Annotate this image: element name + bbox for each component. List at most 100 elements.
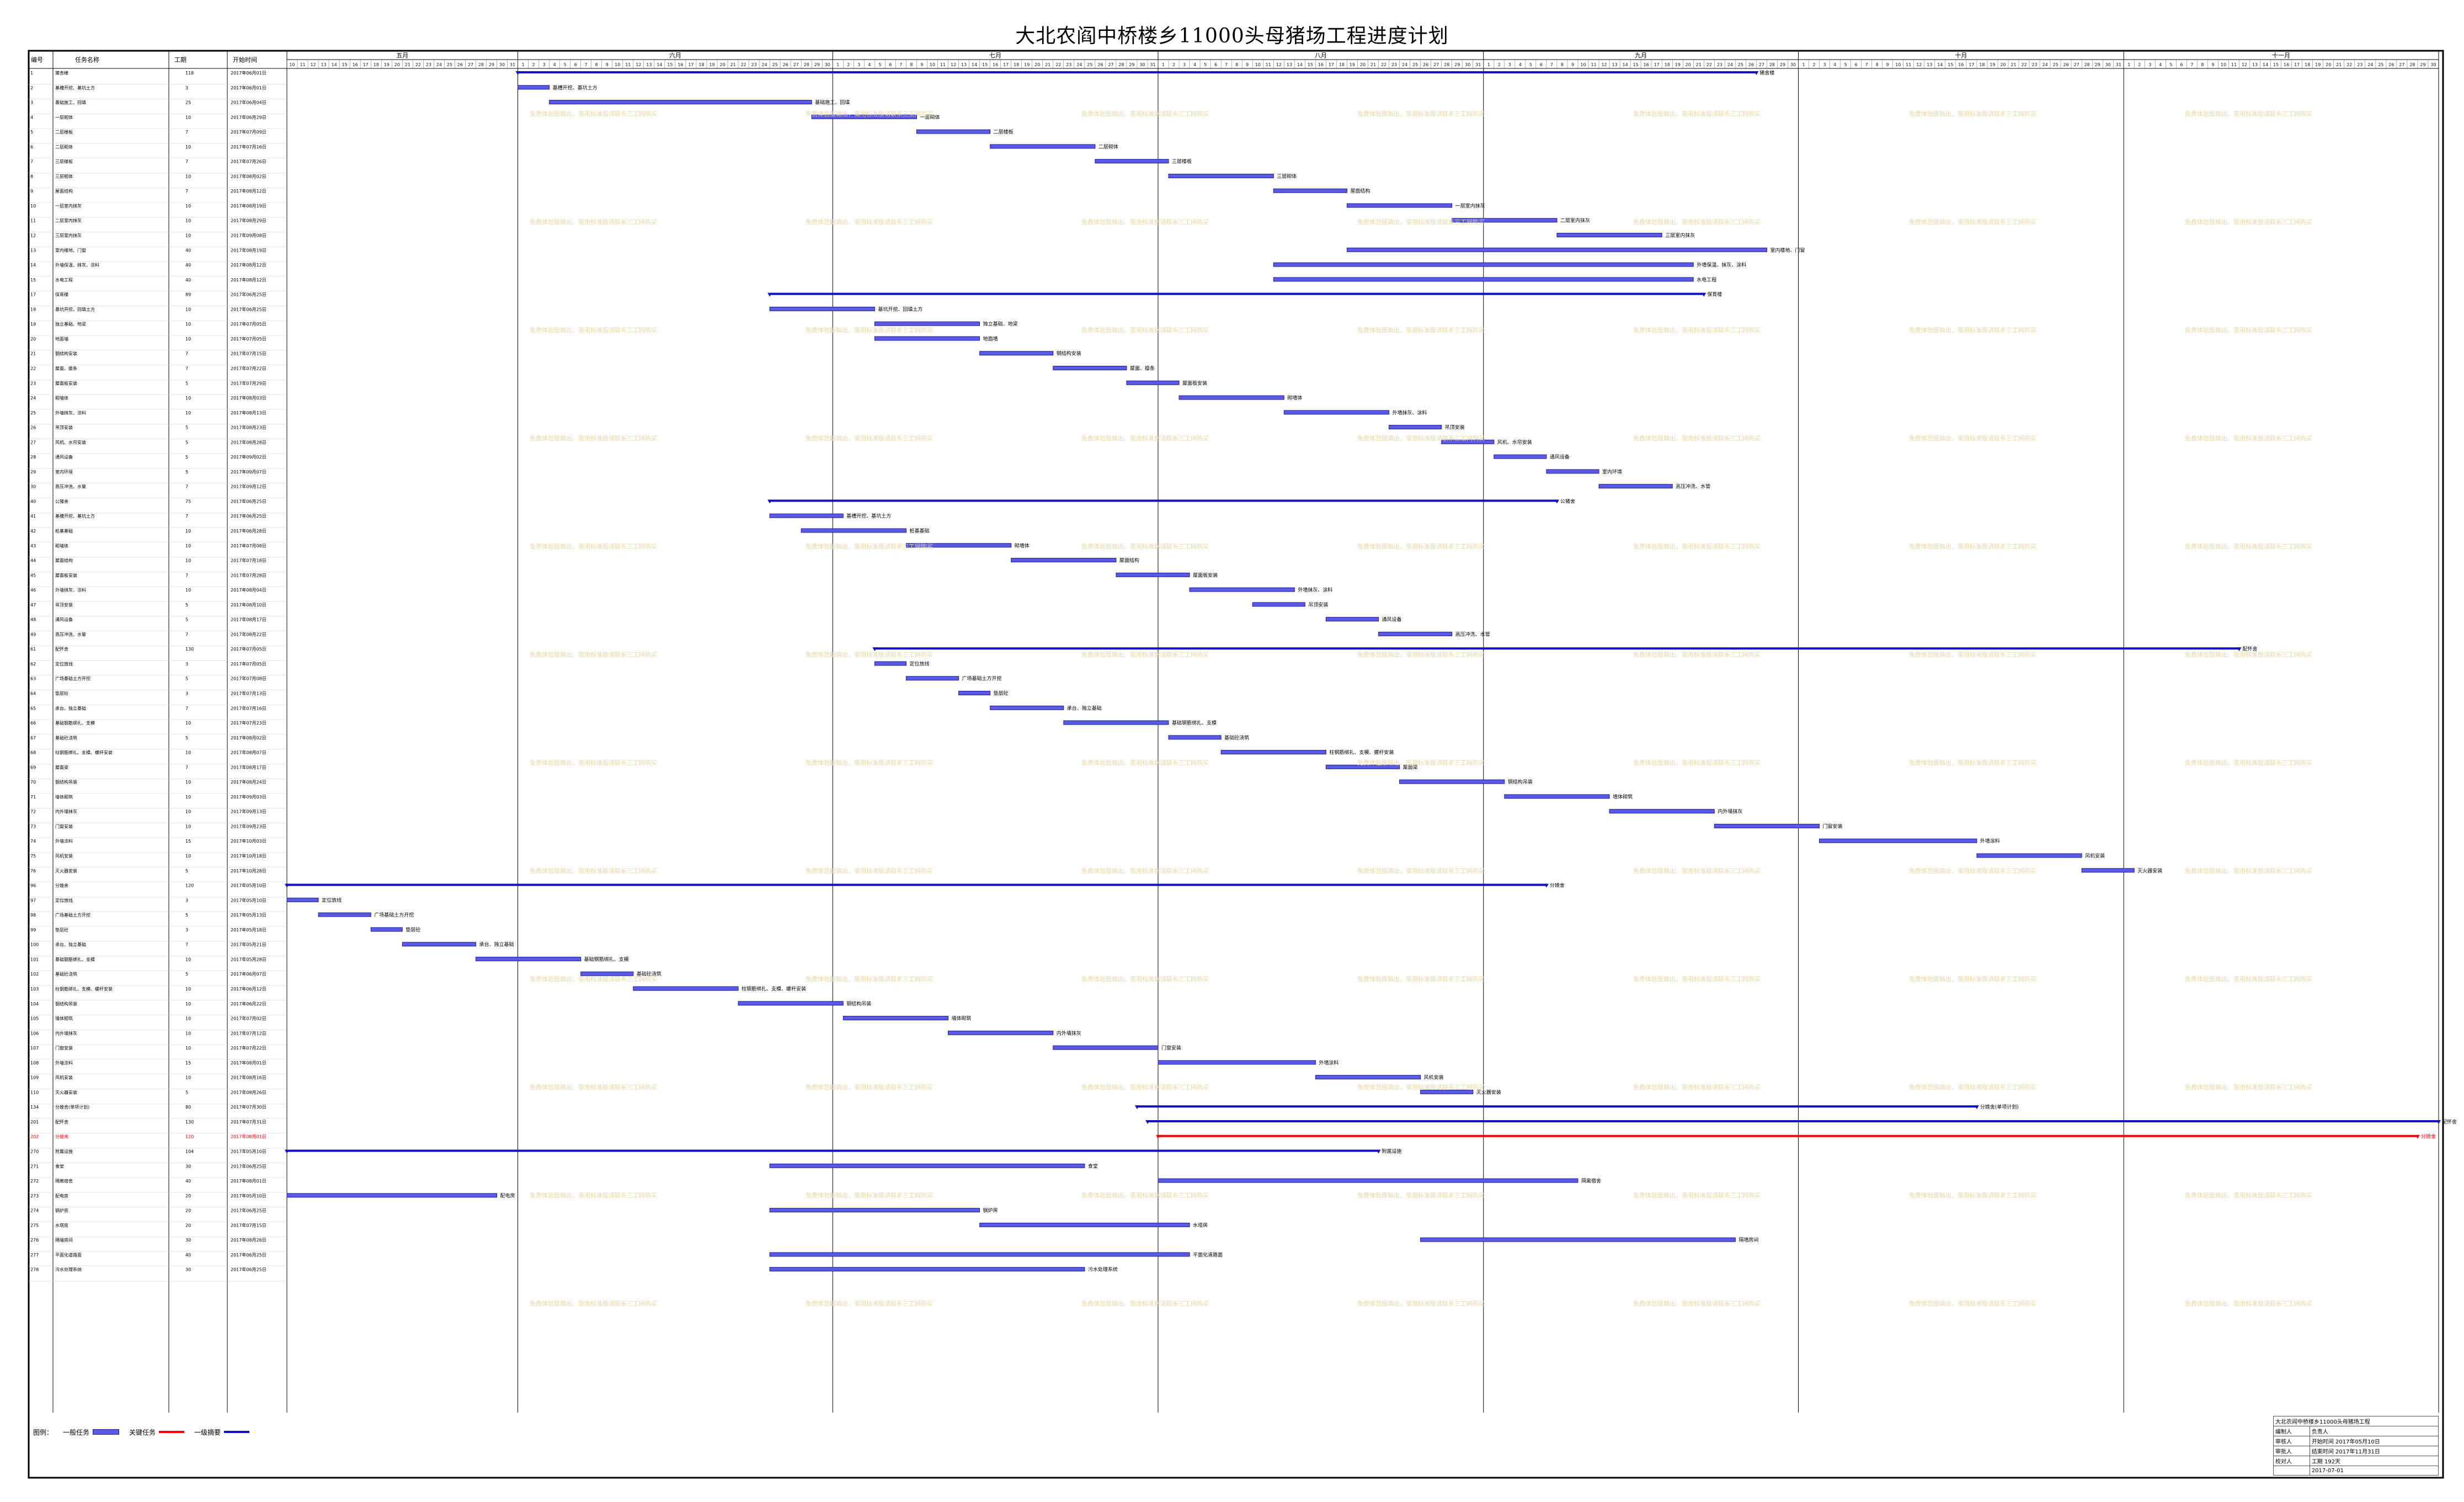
row-start: 2017年06月22日 [231, 1001, 266, 1006]
row-duration: 30 [185, 1267, 191, 1272]
row-id: 68 [30, 750, 36, 755]
day-label: 14 [1937, 62, 1943, 67]
row-id: 109 [30, 1075, 39, 1080]
day-label: 25 [1412, 62, 1418, 67]
watermark: 免费体验版输出，需用标准版请联系三工网购买 [806, 1191, 933, 1199]
day-label: 13 [2252, 62, 2258, 67]
row-start: 2017年08月29日 [231, 218, 266, 223]
bar-label: 外墙抹灰、涂料 [1393, 409, 1427, 416]
row-id: 45 [30, 573, 36, 578]
row-start: 2017年08月13日 [231, 410, 266, 416]
day-label: 9 [1571, 62, 1574, 67]
watermark: 免费体验版输出，需用标准版请联系三工网购买 [530, 542, 657, 550]
row-name: 公猪舍 [55, 498, 68, 504]
bar-label: 柱钢筋绑扎、支模、螺杆安装 [1329, 749, 1394, 756]
day-label: 25 [447, 62, 452, 67]
task-bar [1325, 764, 1400, 769]
row-duration: 5 [185, 736, 188, 741]
day-label: 10 [615, 62, 620, 67]
bar-label: 配怀舍 [2243, 646, 2258, 652]
row-name: 钢结构吊装 [55, 779, 77, 785]
summary-cap [1134, 1105, 1139, 1110]
row-name: 隔离宿舍 [55, 1178, 73, 1184]
day-label: 27 [468, 62, 473, 67]
day-label: 20 [1686, 62, 1691, 67]
day-label: 24 [2367, 62, 2373, 67]
bar-label: 门窗安装 [1161, 1045, 1181, 1051]
day-label: 27 [1108, 62, 1113, 67]
watermark: 免费体验版输出，需用标准版请联系三工网购买 [1633, 1083, 1761, 1091]
summary-task-swatch [224, 1431, 250, 1433]
watermark: 免费体验版输出，需用标准版请联系三工网购买 [530, 110, 657, 118]
row-duration: 10 [185, 824, 191, 829]
day-label: 8 [1561, 62, 1564, 67]
row-duration: 20 [185, 1223, 191, 1228]
watermark: 免费体验版输出，需用标准版请联系三工网购买 [530, 1083, 657, 1091]
day-label: 2 [1498, 62, 1501, 67]
row-name: 吊顶安装 [55, 425, 73, 430]
row-duration: 130 [185, 647, 194, 652]
row-name: 屋面结构 [55, 558, 73, 563]
row-id: 72 [30, 809, 36, 814]
watermark: 免费体验版输出，需用标准版请联系三工网购买 [2185, 218, 2312, 226]
day-label: 11 [1266, 62, 1271, 67]
bar-label: 独立基础、地梁 [983, 321, 1018, 327]
row-start: 2017年08月22日 [231, 631, 266, 637]
row-start: 2017年08月02日 [231, 173, 266, 179]
row-name: 承台、独立基础 [55, 705, 86, 711]
row-start: 2017年10月28日 [231, 868, 266, 873]
row-start: 2017年06月25日 [231, 1208, 266, 1213]
row-name: 广场基础土方开挖 [55, 676, 90, 681]
row-start: 2017年05月10日 [231, 1193, 266, 1199]
row-start: 2017年07月22日 [231, 365, 266, 371]
day-label: 22 [1055, 62, 1061, 67]
row-duration: 10 [185, 529, 191, 534]
task-bar [738, 1001, 844, 1006]
day-label: 17 [1969, 62, 1974, 67]
column-header: 编号 [31, 56, 43, 63]
task-bar [1273, 262, 1694, 267]
row-name: 平面化道路面 [55, 1252, 82, 1258]
row-start: 2017年06月29日 [231, 114, 266, 120]
day-label: 16 [2284, 62, 2289, 67]
watermark: 免费体验版输出，需用标准版请联系三工网购买 [2185, 975, 2312, 983]
row-id: 22 [30, 366, 36, 371]
watermark: 免费体验版输出，需用标准版请联系三工网购买 [1909, 110, 2036, 118]
task-bar [318, 912, 371, 917]
row-id: 277 [30, 1253, 39, 1258]
task-bar [1168, 173, 1274, 178]
day-label: 18 [1665, 62, 1670, 67]
row-start: 2017年09月08日 [231, 233, 266, 238]
task-bar [1714, 823, 1820, 828]
row-duration: 7 [185, 632, 188, 637]
bar-label: 分娩舍 [2421, 1133, 2436, 1140]
row-id: 9 [30, 189, 33, 194]
row-start: 2017年07月05日 [231, 646, 266, 652]
day-label: 17 [1329, 62, 1334, 67]
bar-label: 风机、水帘安装 [1497, 439, 1532, 445]
bar-label: 外墙涂料 [1980, 838, 2000, 844]
row-duration: 10 [185, 307, 191, 312]
row-start: 2017年08月12日 [231, 262, 266, 268]
row-id: 100 [30, 942, 39, 947]
critical-bar [1158, 1135, 2418, 1137]
day-label: 15 [1308, 62, 1313, 67]
bar-label: 基础砼浇筑 [637, 971, 662, 977]
day-label: 30 [2430, 62, 2436, 67]
day-label: 10 [1895, 62, 1901, 67]
day-label: 5 [1844, 62, 1847, 67]
row-duration: 3 [185, 662, 188, 667]
day-label: 23 [1717, 62, 1722, 67]
watermark: 免费体验版输出，需用标准版请联系三工网购买 [1081, 1299, 1209, 1307]
summary-bar [770, 292, 1704, 295]
row-start: 2017年06月01日 [231, 70, 266, 76]
bar-label: 屋面结构 [1119, 557, 1139, 564]
row-duration: 10 [185, 721, 191, 726]
row-id: 67 [30, 736, 36, 741]
bar-label: 灭火器安装 [2137, 867, 2162, 874]
day-label: 18 [374, 62, 379, 67]
task-bar [1346, 203, 1453, 208]
task-bar [874, 321, 980, 326]
row-duration: 10 [185, 145, 191, 150]
day-label: 7 [1550, 62, 1553, 67]
